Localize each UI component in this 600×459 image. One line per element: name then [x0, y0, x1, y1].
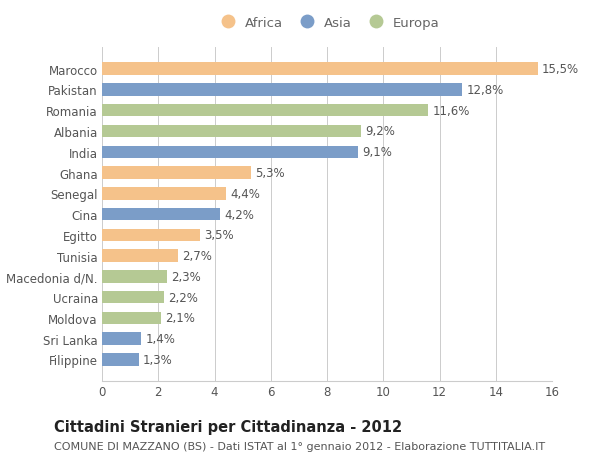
Text: 9,1%: 9,1%	[362, 146, 392, 159]
Text: 1,4%: 1,4%	[146, 332, 175, 345]
Text: 4,4%: 4,4%	[230, 187, 260, 200]
Bar	[102, 270, 167, 283]
Bar	[102, 291, 164, 304]
Bar	[102, 229, 200, 241]
Bar	[102, 353, 139, 366]
Text: 5,3%: 5,3%	[255, 167, 285, 179]
Text: 11,6%: 11,6%	[433, 105, 470, 118]
Text: Cittadini Stranieri per Cittadinanza - 2012: Cittadini Stranieri per Cittadinanza - 2…	[54, 419, 402, 434]
Text: 2,7%: 2,7%	[182, 250, 212, 263]
Bar	[102, 208, 220, 221]
Text: 3,5%: 3,5%	[205, 229, 234, 242]
Bar	[102, 250, 178, 262]
Bar	[102, 333, 142, 345]
Bar	[102, 188, 226, 200]
Bar	[102, 167, 251, 179]
Bar	[102, 146, 358, 159]
Text: 2,3%: 2,3%	[171, 270, 200, 283]
Text: 9,2%: 9,2%	[365, 125, 395, 138]
Text: 4,2%: 4,2%	[224, 208, 254, 221]
Text: 12,8%: 12,8%	[466, 84, 503, 97]
Bar	[102, 63, 538, 76]
Legend: Africa, Asia, Europa: Africa, Asia, Europa	[215, 17, 439, 29]
Bar	[102, 84, 462, 96]
Text: COMUNE DI MAZZANO (BS) - Dati ISTAT al 1° gennaio 2012 - Elaborazione TUTTITALIA: COMUNE DI MAZZANO (BS) - Dati ISTAT al 1…	[54, 441, 545, 451]
Bar	[102, 312, 161, 325]
Text: 2,1%: 2,1%	[165, 312, 195, 325]
Bar	[102, 125, 361, 138]
Text: 15,5%: 15,5%	[542, 63, 579, 76]
Bar	[102, 105, 428, 117]
Text: 2,2%: 2,2%	[168, 291, 198, 304]
Text: 1,3%: 1,3%	[143, 353, 173, 366]
